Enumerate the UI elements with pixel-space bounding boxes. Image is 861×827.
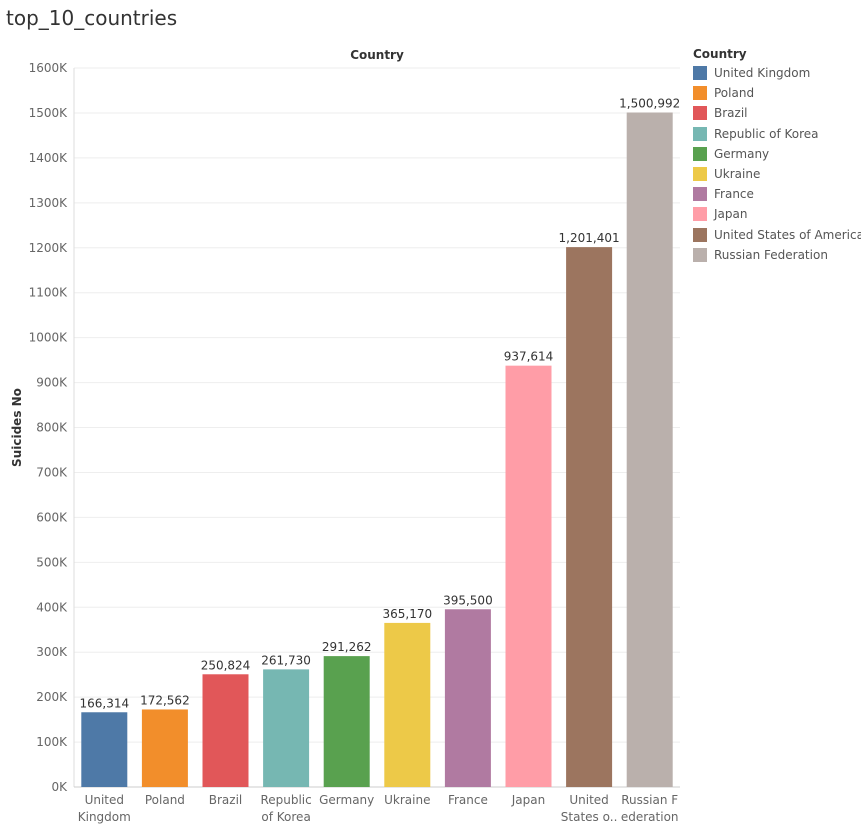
legend-label: United States of America (714, 227, 861, 242)
legend-title: Country (693, 47, 747, 61)
x-tick-label: States o.. (561, 810, 618, 824)
legend-swatch (693, 167, 707, 182)
y-tick-label: 600K (36, 510, 68, 524)
bar[interactable] (202, 674, 249, 787)
legend-item[interactable]: United Kingdom (693, 63, 861, 83)
x-tick-label: Republic (260, 793, 311, 807)
x-tick-label: Ukraine (384, 793, 430, 807)
legend: Country United Kingdom Poland Brazil Republ… (693, 46, 861, 265)
legend-label: France (714, 187, 754, 202)
bar-value-label: 250,824 (201, 658, 251, 672)
bar[interactable] (263, 669, 310, 787)
sheet-title: top_10_countries (6, 6, 178, 30)
x-tick-label: Germany (319, 793, 374, 807)
y-axis-title: Suicides No (10, 388, 24, 467)
legend-swatch (693, 247, 707, 262)
legend-swatch (693, 86, 707, 101)
y-tick-label: 1500K (29, 106, 69, 120)
legend-label: Russian Federation (714, 247, 828, 262)
x-tick-label: Poland (145, 793, 185, 807)
x-tick-label: Russian F (621, 793, 678, 807)
bar-value-label: 395,500 (443, 593, 493, 607)
value-labels: 166,314 172,562 250,824 261,730 291,262 365,1… (79, 96, 680, 710)
y-tick-label: 0K (51, 780, 68, 794)
legend-item[interactable]: Poland (693, 83, 861, 103)
x-tick-label: United (569, 793, 608, 807)
bar-chart: Country Suicides No 166,314 172,562 250,824… (10, 48, 680, 824)
legend-swatch (693, 106, 707, 121)
bar[interactable] (566, 247, 613, 787)
legend-label: United Kingdom (714, 66, 811, 81)
y-tick-label: 1300K (29, 196, 69, 210)
legend-item[interactable]: Japan (693, 204, 861, 224)
bar-value-label: 365,170 (382, 607, 432, 621)
x-tick-label: Kingdom (78, 810, 131, 824)
legend-swatch (693, 66, 707, 81)
y-tick-label: 900K (36, 376, 68, 390)
bar-value-label: 172,562 (140, 693, 190, 707)
y-tick-label: 1000K (29, 331, 69, 345)
legend-label: Brazil (714, 106, 748, 121)
legend-swatch (693, 207, 707, 222)
legend-item[interactable]: Brazil (693, 103, 861, 123)
legend-swatch (693, 187, 707, 202)
bar[interactable] (384, 622, 431, 787)
y-tick-label: 1400K (29, 151, 69, 165)
y-tick-label: 100K (36, 735, 68, 749)
legend-label: Poland (714, 86, 755, 101)
y-tick-label: 500K (36, 555, 68, 569)
legend-items: United Kingdom Poland Brazil Republic of Ko… (693, 63, 861, 265)
bar-value-label: 291,262 (322, 640, 372, 654)
legend-label: Republic of Korea (714, 126, 819, 141)
column-header: Country (350, 48, 404, 62)
bar-value-label: 166,314 (79, 696, 129, 710)
x-tick-label: France (448, 793, 488, 807)
x-tick-label: Brazil (209, 793, 243, 807)
x-tick-label: United (85, 793, 124, 807)
legend-swatch (693, 146, 707, 161)
legend-item[interactable]: Germany (693, 144, 861, 164)
legend-item[interactable]: France (693, 184, 861, 204)
x-tick-label: ederation (621, 810, 679, 824)
legend-label: Germany (714, 146, 770, 161)
legend-item[interactable]: United States of America (693, 225, 861, 245)
bar[interactable] (626, 112, 673, 788)
y-tick-label: 1600K (29, 61, 69, 75)
tick-labels: 0K 100K 200K 300K 400K 500K 600K 700K 800K 900K 10… (29, 61, 679, 824)
bar-value-label: 937,614 (504, 350, 554, 364)
y-tick-label: 800K (36, 421, 68, 435)
x-tick-label: Japan (511, 793, 545, 807)
legend-item[interactable]: Russian Federation (693, 245, 861, 265)
legend-label: Ukraine (714, 167, 761, 182)
bar[interactable] (323, 656, 370, 787)
bar[interactable] (444, 609, 491, 787)
legend-swatch (693, 227, 707, 242)
legend-item[interactable]: Republic of Korea (693, 124, 861, 144)
y-tick-label: 700K (36, 465, 68, 479)
legend-item[interactable]: Ukraine (693, 164, 861, 184)
legend-label: Japan (714, 207, 748, 222)
bar-value-label: 1,201,401 (559, 231, 620, 245)
bars (81, 112, 673, 788)
y-tick-label: 1100K (29, 286, 69, 300)
x-tick-label: of Korea (261, 810, 310, 824)
y-tick-label: 1200K (29, 241, 69, 255)
bar[interactable] (81, 712, 128, 787)
y-tick-label: 300K (36, 645, 68, 659)
bar[interactable] (141, 709, 188, 787)
legend-swatch (693, 126, 707, 141)
bar-value-label: 1,500,992 (619, 96, 680, 110)
y-tick-label: 200K (36, 690, 68, 704)
bar-value-label: 261,730 (261, 653, 311, 667)
bar[interactable] (505, 365, 552, 787)
y-tick-label: 400K (36, 600, 68, 614)
